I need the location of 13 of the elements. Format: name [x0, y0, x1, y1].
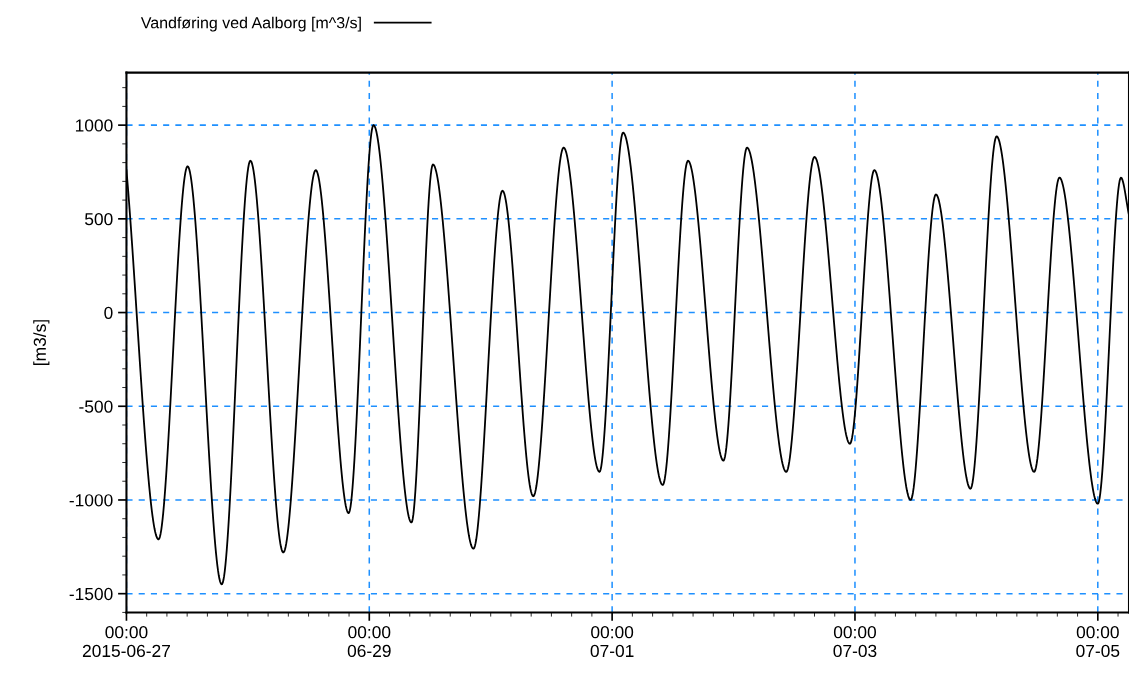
- y-tick-label: 0: [104, 306, 113, 320]
- x-tick-label: 00:00 07-03: [833, 626, 877, 658]
- y-tick-label: -1000: [69, 494, 113, 507]
- x-tick-label: 00:00 07-05: [1076, 626, 1120, 658]
- x-tick-label: 00:00 2015-06-27: [82, 626, 170, 658]
- y-tick-label: 1000: [75, 119, 113, 132]
- legend-label: Vandføring ved Aalborg [m^3/s]: [140, 16, 361, 32]
- y-tick-label: -500: [79, 400, 113, 413]
- y-axis-title: [m3/s]: [33, 320, 50, 365]
- y-tick-label: 500: [84, 213, 113, 226]
- y-tick-label: -1500: [69, 587, 113, 601]
- x-tick-label: 00:00 07-01: [590, 626, 634, 658]
- x-tick-label: 00:00 06-29: [347, 626, 391, 658]
